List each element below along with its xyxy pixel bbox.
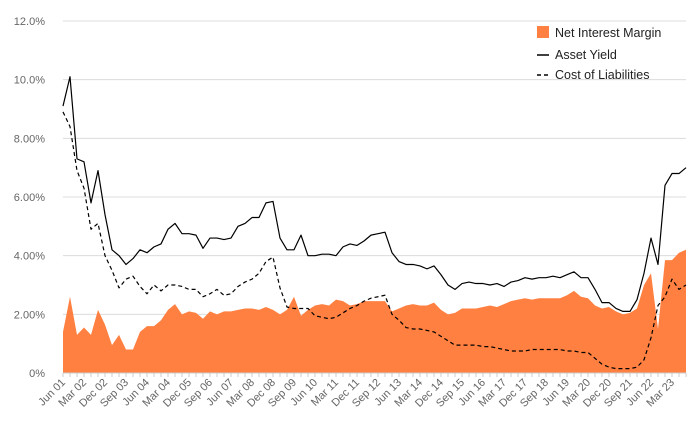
grid-lines bbox=[63, 20, 686, 315]
legend-swatch-net-interest-margin bbox=[537, 26, 549, 38]
y-tick-label: 8.00% bbox=[14, 133, 45, 145]
legend-label-net-interest-margin: Net Interest Margin bbox=[555, 26, 661, 40]
y-axis: 0% 2.00% 4.00% 6.00% 8.00% 10.0% 12.0% bbox=[14, 16, 45, 380]
y-tick-label: 4.00% bbox=[14, 251, 45, 263]
y-tick-label: 2.00% bbox=[14, 309, 45, 321]
legend-label-asset-yield: Asset Yield bbox=[555, 48, 617, 62]
net-interest-margin-area bbox=[63, 249, 686, 373]
y-tick-label: 10.0% bbox=[14, 75, 45, 87]
asset-yield-line bbox=[62, 76, 687, 312]
cost-of-liabilities-line bbox=[62, 111, 687, 370]
legend-label-cost-of-liabilities: Cost of Liabilities bbox=[555, 68, 650, 82]
y-tick-label: 0% bbox=[29, 368, 45, 380]
line-series-layer bbox=[62, 76, 687, 370]
legend: Net Interest Margin Asset Yield Cost of … bbox=[537, 26, 661, 82]
y-tick-label: 12.0% bbox=[14, 16, 45, 28]
net-interest-margin-area-layer bbox=[63, 249, 686, 373]
y-tick-label: 6.00% bbox=[14, 192, 45, 204]
